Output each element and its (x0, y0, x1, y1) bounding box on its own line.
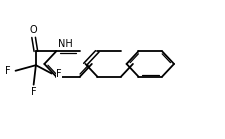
Text: NH: NH (58, 39, 73, 49)
Text: F: F (31, 87, 36, 97)
Text: F: F (5, 66, 11, 76)
Text: O: O (30, 25, 37, 35)
Text: F: F (56, 69, 62, 79)
